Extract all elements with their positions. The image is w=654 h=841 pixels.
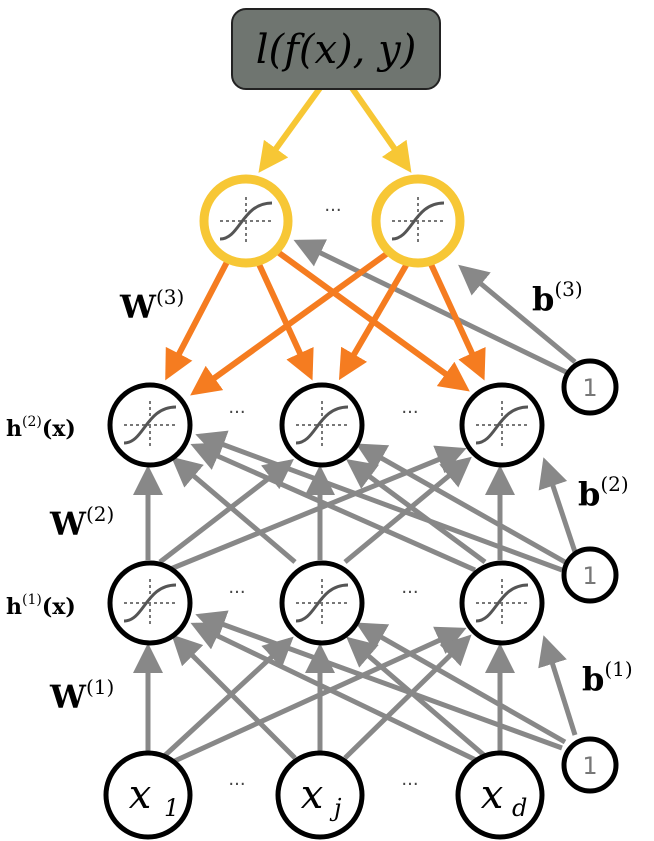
hidden-layer-1: ··· ··· [107, 560, 545, 646]
weights-layer-3-arrows [165, 247, 486, 396]
hidden2-node-1 [107, 382, 193, 468]
bias-label-2: b(2) [578, 472, 629, 513]
bias-node-2: 1 [561, 546, 619, 604]
input-ellipsis-2: ··· [401, 774, 418, 795]
weight-label-2: W(2) [49, 502, 114, 543]
svg-text:x: x [481, 772, 504, 818]
weight-3-sup: (3) [156, 285, 184, 309]
svg-text:x: x [129, 772, 152, 818]
output-ellipsis: ··· [324, 200, 341, 221]
weight-1-sup: (1) [86, 675, 114, 699]
weights-layer-2-arrows [133, 430, 578, 573]
bias-node-3-value: 1 [582, 374, 597, 402]
sigmoid-icon [475, 401, 529, 449]
hidden-layer-2: ··· ··· [107, 382, 545, 468]
output-node-1 [199, 174, 293, 268]
bias-2-sup: (2) [600, 472, 628, 496]
sigmoid-icon [295, 401, 349, 449]
weight-3-symbol: W [119, 288, 157, 326]
svg-text:x: x [301, 772, 324, 818]
hidden-1-arg: (x) [42, 594, 76, 620]
sigmoid-icon [391, 197, 445, 245]
hidden-2-label: h(2)(x) [6, 414, 76, 442]
input-layer: x 1 ··· x j ··· x d [103, 750, 545, 840]
sigmoid-icon [295, 579, 349, 627]
loss-gradient-arrows [258, 86, 412, 173]
loss-function-label: l(f(x), y) [256, 27, 417, 73]
input-node-3-sub: d [512, 794, 527, 822]
bias-node-3: 1 [561, 358, 619, 416]
weights-layer-1-arrows [133, 610, 578, 767]
hidden-1-sup: (1) [22, 592, 42, 608]
hidden2-node-3 [459, 382, 545, 468]
weight-label-1: W(1) [49, 675, 114, 716]
loss-box: l(f(x), y) [231, 8, 441, 90]
hidden1-node-1 [107, 560, 193, 646]
bias-1-symbol: b [582, 660, 604, 698]
weight-1-symbol: W [49, 678, 87, 716]
bias-1-sup: (1) [604, 657, 632, 681]
input-node-3-name: x [481, 772, 504, 818]
input-node-1-name: x [129, 772, 152, 818]
hidden1-node-3 [459, 560, 545, 646]
hidden2-node-2 [279, 382, 365, 468]
input-node-1: x 1 [103, 750, 193, 840]
sigmoid-icon [123, 579, 177, 627]
hidden1-node-2 [279, 560, 365, 646]
output-layer: ··· [199, 174, 465, 268]
bias-3-symbol: b [532, 280, 554, 318]
bias-3-arrows [293, 239, 577, 375]
input-ellipsis-1: ··· [228, 774, 245, 795]
input-node-1-sub: 1 [164, 794, 179, 822]
hidden2-ellipsis-1: ··· [228, 402, 245, 423]
bias-node-1: 1 [561, 736, 619, 794]
bias-label-1: b(1) [582, 657, 633, 698]
hidden1-ellipsis-2: ··· [401, 582, 418, 603]
bias-3-sup: (3) [554, 277, 582, 301]
hidden-1-label: h(1)(x) [6, 592, 76, 620]
sigmoid-icon [219, 197, 273, 245]
input-node-3: x d [455, 750, 545, 840]
sigmoid-icon [123, 401, 177, 449]
hidden-1-symbol: h [6, 594, 22, 620]
output-node-2 [371, 174, 465, 268]
hidden-2-sup: (2) [22, 414, 42, 430]
hidden1-ellipsis-1: ··· [228, 582, 245, 603]
bias-node-1-value: 1 [582, 752, 597, 780]
hidden2-ellipsis-2: ··· [401, 402, 418, 423]
hidden-2-symbol: h [6, 416, 22, 442]
hidden-2-arg: (x) [42, 416, 76, 442]
bias-2-symbol: b [578, 475, 600, 513]
sigmoid-icon [475, 579, 529, 627]
bias-label-3: b(3) [532, 277, 583, 318]
input-node-2-name: x [301, 772, 324, 818]
bias-node-2-value: 1 [582, 562, 597, 590]
weight-2-sup: (2) [86, 502, 114, 526]
weight-label-3: W(3) [119, 285, 184, 326]
input-node-2: x j [275, 750, 365, 840]
weight-2-symbol: W [49, 505, 87, 543]
